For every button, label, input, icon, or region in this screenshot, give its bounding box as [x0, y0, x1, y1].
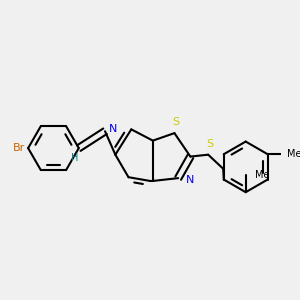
Text: S: S [206, 139, 214, 149]
Text: S: S [173, 117, 180, 127]
Text: N: N [186, 175, 194, 185]
Text: Me: Me [255, 170, 270, 180]
Text: Br: Br [13, 143, 25, 153]
Text: N: N [109, 124, 117, 134]
Text: H: H [71, 152, 79, 163]
Text: Me: Me [287, 149, 300, 159]
